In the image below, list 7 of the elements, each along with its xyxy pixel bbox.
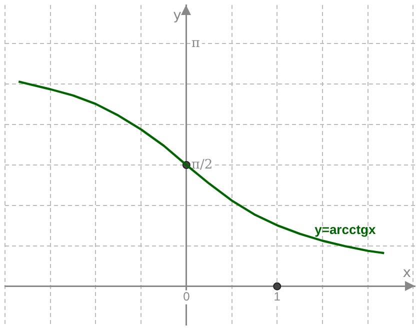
y-axis-title: y bbox=[173, 8, 182, 24]
x-axis-title: x bbox=[402, 264, 411, 281]
x-tick-label: 0 bbox=[183, 290, 190, 304]
y-tick-label: π bbox=[191, 36, 200, 51]
series-label: y=arcctgx bbox=[314, 222, 376, 238]
x-tick-label: 1 bbox=[274, 290, 281, 304]
y-tick-label: π/2 bbox=[191, 157, 213, 172]
